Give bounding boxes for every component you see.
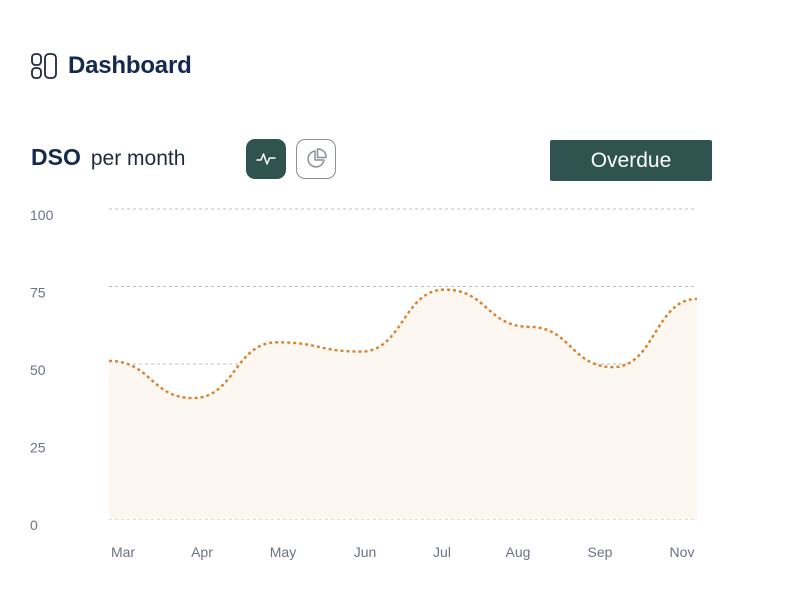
x-tick-label: Apr <box>191 544 213 560</box>
data-point <box>610 364 616 370</box>
x-tick-label: Jul <box>433 544 451 560</box>
data-point <box>694 296 700 302</box>
data-point <box>442 287 448 293</box>
series-area-fill <box>109 289 697 519</box>
y-tick-label: 0 <box>30 517 38 533</box>
line-chart-view-button[interactable] <box>246 139 286 179</box>
chart-period-label: per month <box>90 147 186 170</box>
y-tick-label: 50 <box>30 362 46 378</box>
pie-chart-icon <box>307 148 327 168</box>
dashboard-layout-icon <box>31 53 57 79</box>
data-point <box>526 324 532 330</box>
activity-line-icon <box>256 153 276 165</box>
chart-heading: DSO per month <box>31 144 185 171</box>
page-title: Dashboard <box>68 52 192 79</box>
y-tick-label: 25 <box>30 440 46 456</box>
x-tick-label: May <box>270 544 296 560</box>
y-tick-label: 100 <box>30 207 54 223</box>
data-point <box>274 339 280 345</box>
x-tick-label: Sep <box>588 544 613 560</box>
x-tick-label: Aug <box>506 544 531 560</box>
data-point <box>358 349 364 355</box>
data-point <box>190 395 196 401</box>
overdue-filter-button[interactable]: Overdue <box>550 140 712 181</box>
y-tick-label: 75 <box>30 285 46 301</box>
pie-chart-view-button[interactable] <box>296 139 336 179</box>
chart-metric-label: DSO <box>31 144 81 170</box>
x-tick-label: Jun <box>354 544 377 560</box>
page-header: Dashboard <box>31 52 192 80</box>
x-tick-label: Mar <box>111 544 135 560</box>
x-tick-label: Nov <box>670 544 695 560</box>
data-point <box>106 358 112 364</box>
